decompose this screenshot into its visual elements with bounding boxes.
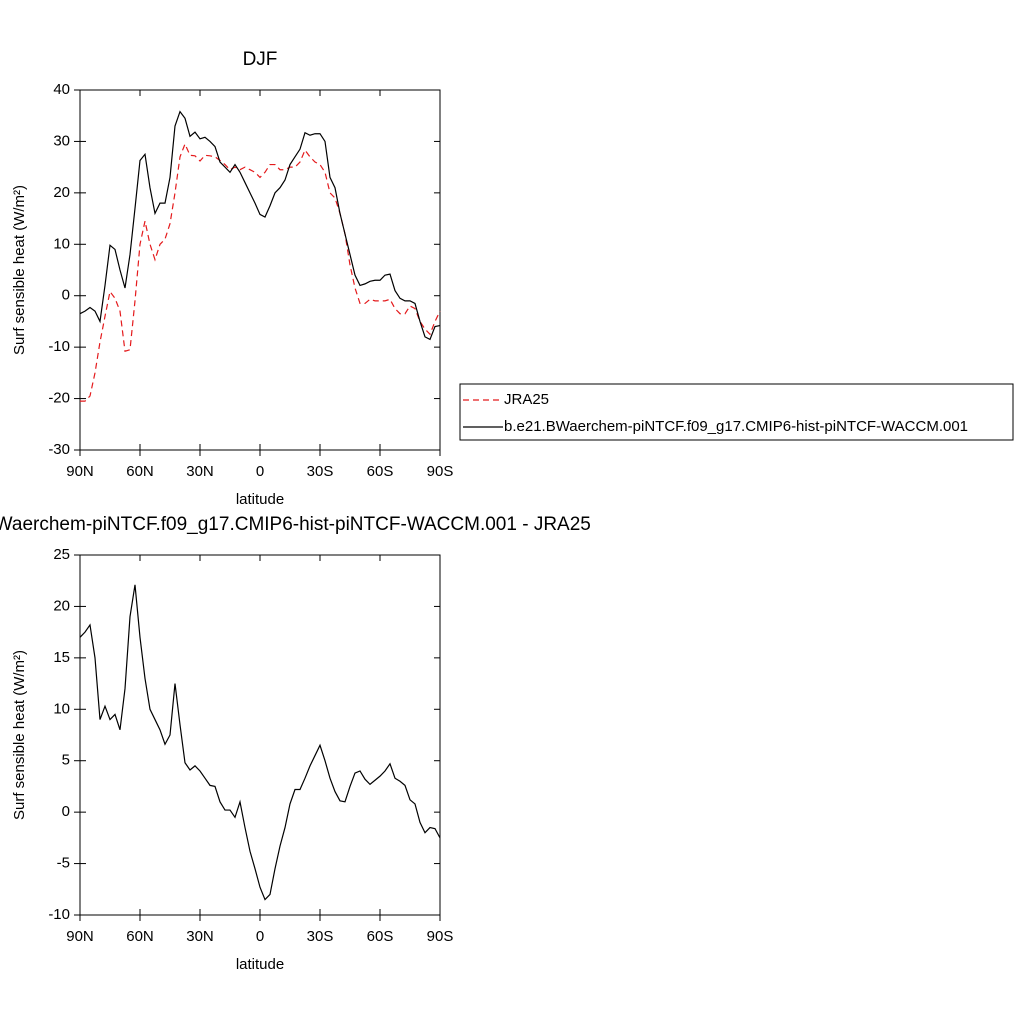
y-tick-label: -10 <box>48 338 70 355</box>
y-tick-label: -10 <box>48 906 70 923</box>
y-tick-label: 0 <box>62 803 70 820</box>
x-tick-label: 90N <box>66 463 94 480</box>
y-tick-label: 40 <box>53 81 70 98</box>
data-line <box>79 584 441 901</box>
y-tick-label: 0 <box>62 287 70 304</box>
y-tick-label: -30 <box>48 441 70 458</box>
x-axis-label: latitude <box>236 956 284 973</box>
x-tick-label: 60S <box>367 928 394 945</box>
y-tick-label: 25 <box>53 546 70 563</box>
chart-title: b.e21.BWaerchem-piNTCF.f09_g17.CMIP6-his… <box>0 514 591 535</box>
legend-label: JRA25 <box>504 391 549 408</box>
y-tick-label: 20 <box>53 597 70 614</box>
y-axis-label: Surf sensible heat (W/m²) <box>11 185 28 355</box>
x-tick-label: 0 <box>256 463 264 480</box>
x-tick-label: 60N <box>126 928 154 945</box>
x-axis-label: latitude <box>236 491 284 508</box>
y-tick-label: -5 <box>57 855 70 872</box>
y-tick-label: 10 <box>53 235 70 252</box>
y-tick-label: 30 <box>53 132 70 149</box>
legend-box <box>459 383 1014 441</box>
plot-frame <box>79 554 441 916</box>
y-tick-label: -20 <box>48 390 70 407</box>
y-tick-label: 10 <box>53 700 70 717</box>
x-tick-label: 30S <box>307 928 334 945</box>
chart-title: DJF <box>243 49 278 70</box>
legend-label: b.e21.BWaerchem-piNTCF.f09_g17.CMIP6-his… <box>504 418 968 435</box>
x-tick-label: 60S <box>367 463 394 480</box>
x-tick-label: 0 <box>256 928 264 945</box>
x-tick-label: 30N <box>186 463 214 480</box>
y-tick-label: 15 <box>53 649 70 666</box>
legend: JRA25 b.e21.BWaerchem-piNTCF.f09_g17.CMIP… <box>459 383 1014 441</box>
x-tick-label: 90S <box>427 463 454 480</box>
y-tick-label: 20 <box>53 184 70 201</box>
x-tick-label: 30N <box>186 928 214 945</box>
data-line <box>79 110 441 341</box>
y-tick-label: 5 <box>62 752 70 769</box>
x-tick-label: 60N <box>126 463 154 480</box>
plot-frame <box>79 89 441 451</box>
data-line <box>80 142 441 402</box>
y-axis-label: Surf sensible heat (W/m²) <box>11 650 28 820</box>
x-tick-label: 90N <box>66 928 94 945</box>
x-tick-label: 30S <box>307 463 334 480</box>
x-tick-label: 90S <box>427 928 454 945</box>
